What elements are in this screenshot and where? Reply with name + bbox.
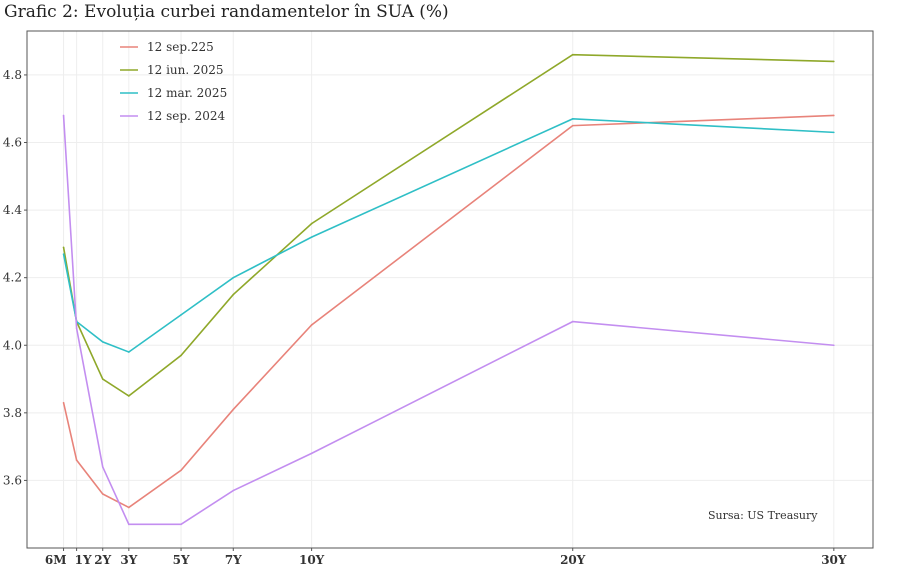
data-point [101, 466, 104, 468]
y-tick-label: 3.8 [3, 406, 22, 420]
plot-border [26, 30, 874, 549]
data-point [232, 276, 235, 279]
data-point [128, 506, 130, 509]
data-point [128, 351, 130, 353]
x-tick-label: 10Y [299, 553, 325, 567]
data-point [232, 408, 235, 411]
axes: 3.6 3.8 4.0 4.2 4.4 4.6 4.8 6M 1Y 2Y 3Y 5Y 7Y 10Y 20Y 3… [3, 68, 847, 567]
data-point [232, 293, 235, 296]
data-point [571, 124, 574, 127]
chart-title: Grafic 2: Evoluția curbei randamentelor … [4, 2, 449, 22]
data-point [310, 222, 313, 225]
data-point [101, 493, 104, 495]
grid [27, 31, 873, 548]
x-tick-label: 3Y [120, 553, 137, 567]
data-point [571, 320, 574, 323]
x-tick-label: 7Y [225, 553, 242, 567]
y-tick-label: 4.6 [3, 136, 22, 150]
data-point [62, 253, 65, 255]
data-point [128, 523, 130, 526]
series-line-1 [62, 53, 834, 397]
legend-label: 12 sep. 2024 [147, 109, 226, 123]
x-tick-label: 1Y [75, 553, 92, 567]
y-tick-label: 4.0 [3, 338, 22, 352]
series-lines [62, 53, 835, 526]
y-tick-label: 4.2 [3, 271, 22, 285]
data-point [101, 378, 104, 380]
data-point [310, 324, 313, 326]
data-point [180, 469, 182, 472]
x-tick-label: 30Y [821, 553, 847, 567]
data-point [833, 114, 835, 117]
data-point [62, 114, 65, 117]
x-tick-label: 5Y [173, 553, 190, 567]
data-point [180, 314, 182, 316]
data-point [62, 246, 65, 249]
data-point [101, 341, 104, 343]
y-tick-label: 4.4 [3, 203, 22, 217]
data-point [75, 327, 78, 330]
data-point [833, 344, 835, 347]
series-line-2 [62, 118, 834, 353]
legend-label: 12 sep.225 [147, 40, 214, 54]
y-tick-label: 3.6 [3, 473, 22, 487]
data-point [232, 489, 235, 492]
x-tick-label: 20Y [560, 553, 586, 567]
legend: 12 sep.225 12 iun. 2025 12 mar. 2025 12 sep… [120, 40, 227, 123]
data-point [180, 354, 182, 357]
data-point [833, 131, 835, 134]
data-point [833, 60, 835, 63]
data-point [310, 236, 313, 238]
data-point [62, 401, 65, 404]
data-point [310, 452, 313, 455]
data-point [571, 118, 574, 120]
series-line-3 [62, 115, 834, 526]
source-annotation: Sursa: US Treasury [708, 509, 818, 522]
legend-label: 12 iun. 2025 [147, 63, 224, 77]
y-tick-label: 4.8 [3, 68, 22, 82]
x-tick-label: 6M [45, 553, 67, 567]
data-point [180, 523, 182, 526]
data-point [75, 459, 78, 461]
x-tick-label: 2Y [94, 553, 111, 567]
legend-label: 12 mar. 2025 [147, 86, 227, 100]
data-point [128, 395, 130, 397]
data-point [571, 53, 574, 56]
